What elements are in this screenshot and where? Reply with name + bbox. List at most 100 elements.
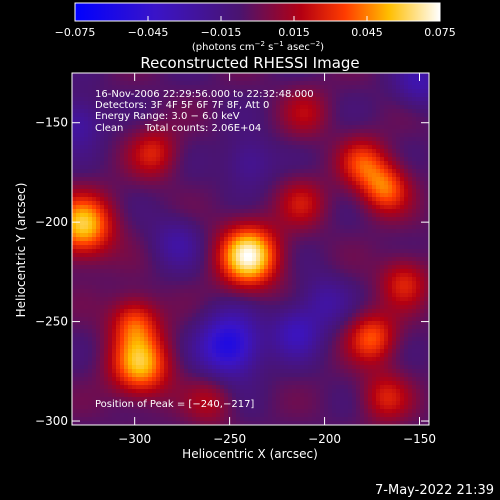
heatmap-cell [164,245,169,250]
heatmap-cell [204,241,209,246]
heatmap-cell [348,81,353,86]
heatmap-cell [224,249,229,254]
heatmap-cell [276,253,281,258]
heatmap-cell [392,253,397,258]
heatmap-cell [356,89,361,94]
heatmap-cell [280,141,285,146]
heatmap-cell [300,177,305,182]
heatmap-cell [416,101,421,106]
heatmap-cell [364,273,369,278]
heatmap-cell [112,197,117,202]
heatmap-cell [156,141,161,146]
heatmap-cell [116,129,121,134]
heatmap-cell [152,185,157,190]
heatmap-cell [364,213,369,218]
heatmap-cell [124,101,129,106]
heatmap-cell [104,249,109,254]
heatmap-cell [376,277,381,282]
heatmap-cell [408,217,413,222]
heatmap-cell [160,261,165,266]
heatmap-cell [132,129,137,134]
heatmap-cell [236,101,241,106]
heatmap-cell [244,273,249,278]
heatmap-cell [256,133,261,138]
colorbar-ticks [74,16,441,21]
heatmap-cell [260,265,265,270]
heatmap-cell [344,141,349,146]
heatmap-cell [212,117,217,122]
heatmap-cell [244,245,249,250]
heatmap-cell [408,265,413,270]
heatmap-cell [328,213,333,218]
heatmap-cell [176,217,181,222]
heatmap-cell [364,113,369,118]
heatmap-cell [272,257,277,262]
heatmap-cell [376,73,381,78]
heatmap-cell [164,121,169,126]
heatmap-cell [120,261,125,266]
heatmap-cell [120,237,125,242]
heatmap-cell [392,273,397,278]
heatmap-cell [264,273,269,278]
heatmap-cell [200,229,205,234]
heatmap-cell [336,245,341,250]
heatmap-cell [336,189,341,194]
heatmap-cell [320,245,325,250]
heatmap-cell [184,197,189,202]
heatmap-cell [212,177,217,182]
heatmap-cell [416,89,421,94]
heatmap-cell [360,249,365,254]
heatmap-cell [304,137,309,142]
heatmap-cell [84,73,89,78]
heatmap-cell [148,269,153,274]
heatmap-cell [248,193,253,198]
heatmap-cell [268,109,273,114]
heatmap-cell [148,129,153,134]
heatmap-cell [188,221,193,226]
heatmap-cell [104,117,109,122]
heatmap-cell [352,261,357,266]
heatmap-cell [152,181,157,186]
heatmap-cell [400,81,405,86]
heatmap-cell [76,129,81,134]
heatmap-cell [180,77,185,82]
heatmap-cell [380,137,385,142]
heatmap-cell [400,89,405,94]
heatmap-cell [244,205,249,210]
heatmap-cell [128,101,133,106]
heatmap-cell [144,201,149,206]
heatmap-cell [176,105,181,110]
heatmap-cell [204,157,209,162]
heatmap-cell [228,281,233,286]
heatmap-cell [212,153,217,158]
heatmap-cell [140,213,145,218]
heatmap-cell [356,105,361,110]
heatmap-cell [84,217,89,222]
heatmap-cell [128,261,133,266]
heatmap-cell [112,257,117,262]
heatmap-cell [332,177,337,182]
heatmap-cell [408,121,413,126]
heatmap-cell [344,137,349,142]
heatmap-cell [152,233,157,238]
heatmap-cell [352,85,357,90]
heatmap-cell [140,117,145,122]
heatmap-cell [424,281,429,286]
heatmap-cell [356,109,361,114]
heatmap-cell [156,257,161,262]
heatmap-cell [116,81,121,86]
heatmap-cell [416,185,421,190]
heatmap-cell [356,129,361,134]
heatmap-cell [228,173,233,178]
heatmap-cell [296,145,301,150]
heatmap-cell [376,149,381,154]
heatmap-cell [276,229,281,234]
heatmap-cell [108,221,113,226]
heatmap-cell [324,213,329,218]
heatmap-cell [144,141,149,146]
heatmap-cell [72,105,77,110]
heatmap-cell [380,221,385,226]
heatmap-cell [376,281,381,286]
heatmap-cell [76,169,81,174]
heatmap-cell [80,101,85,106]
